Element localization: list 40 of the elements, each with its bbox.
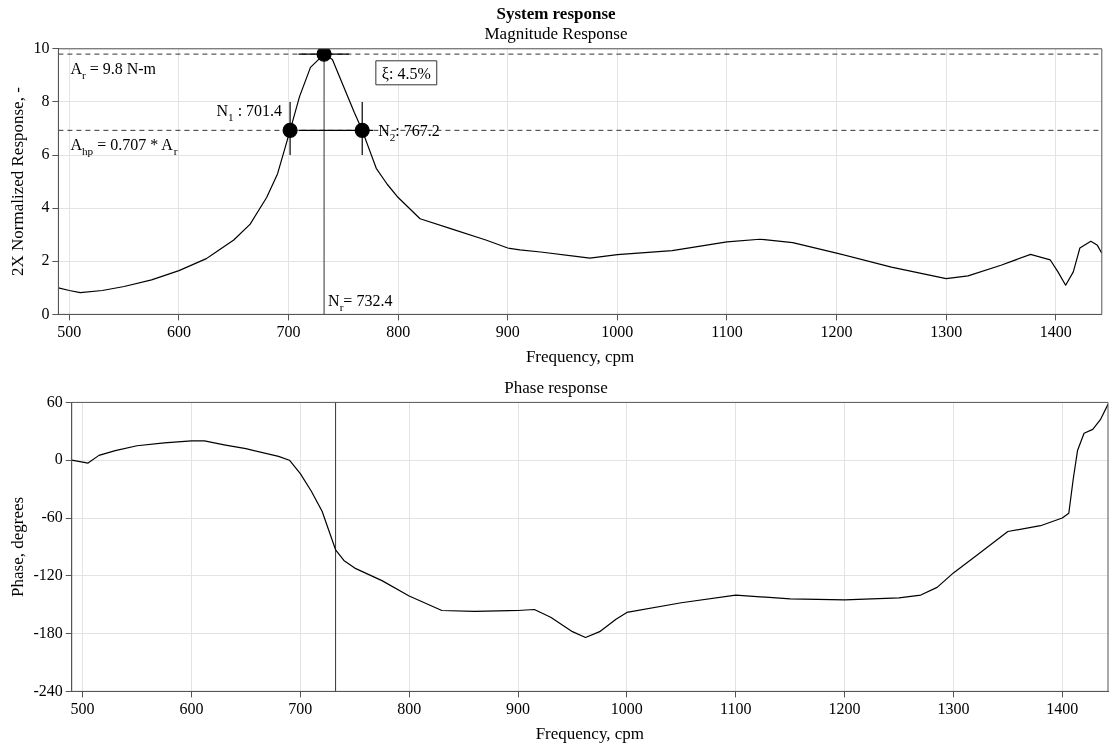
x-tick-label: 1400 (1046, 700, 1079, 718)
x-tick-label: 500 (57, 323, 82, 341)
x-axis-title: Frequency, cpm (525, 347, 635, 367)
y-tick-label: 10 (33, 39, 50, 56)
x-tick-label: 900 (495, 323, 520, 341)
x-tick-label: 1200 (820, 323, 853, 341)
x-tick-label: 700 (288, 700, 313, 718)
x-tick-label: 1000 (601, 323, 634, 341)
y-tick-label: 6 (41, 145, 50, 163)
y-tick-label: -60 (41, 508, 63, 526)
y-tick-label: 0 (41, 304, 50, 322)
x-axis-title: Frequency, cpm (535, 724, 645, 744)
x-tick-label: 1100 (711, 323, 743, 341)
x-tick-label: 1400 (1039, 323, 1072, 341)
x-tick-label: 700 (276, 323, 301, 341)
x-tick-label: 1200 (828, 700, 861, 718)
x-tick-label: 600 (179, 700, 204, 718)
y-tick-label: 4 (41, 198, 50, 216)
x-tick-label: 900 (506, 700, 531, 718)
annotation: ξ: 4.5% (381, 64, 431, 82)
y-tick-label: 60 (46, 392, 63, 410)
y-tick-label: 2 (41, 251, 50, 269)
x-tick-label: 500 (70, 700, 95, 718)
chart-title: Phase response (504, 377, 608, 397)
x-tick-label: 600 (166, 323, 191, 341)
chart-subtitle: Magnitude Response (484, 24, 628, 44)
x-tick-label: 1000 (610, 700, 643, 718)
y-tick-label: -180 (33, 623, 63, 641)
y-tick-label: -120 (33, 566, 63, 583)
x-tick-label: 1100 (720, 700, 752, 718)
y-tick-label: 8 (41, 92, 50, 110)
x-tick-label: 800 (386, 323, 411, 341)
x-tick-label: 800 (397, 700, 422, 718)
y-axis-title: 2X Normalized Response, - (7, 86, 27, 277)
y-tick-label: 0 (54, 450, 63, 468)
y-axis-title: Phase, degrees (7, 496, 27, 597)
y-tick-label: -240 (33, 681, 63, 699)
x-tick-label: 1300 (937, 700, 970, 718)
chart-title: System response (496, 3, 617, 23)
x-tick-label: 1300 (930, 323, 963, 341)
